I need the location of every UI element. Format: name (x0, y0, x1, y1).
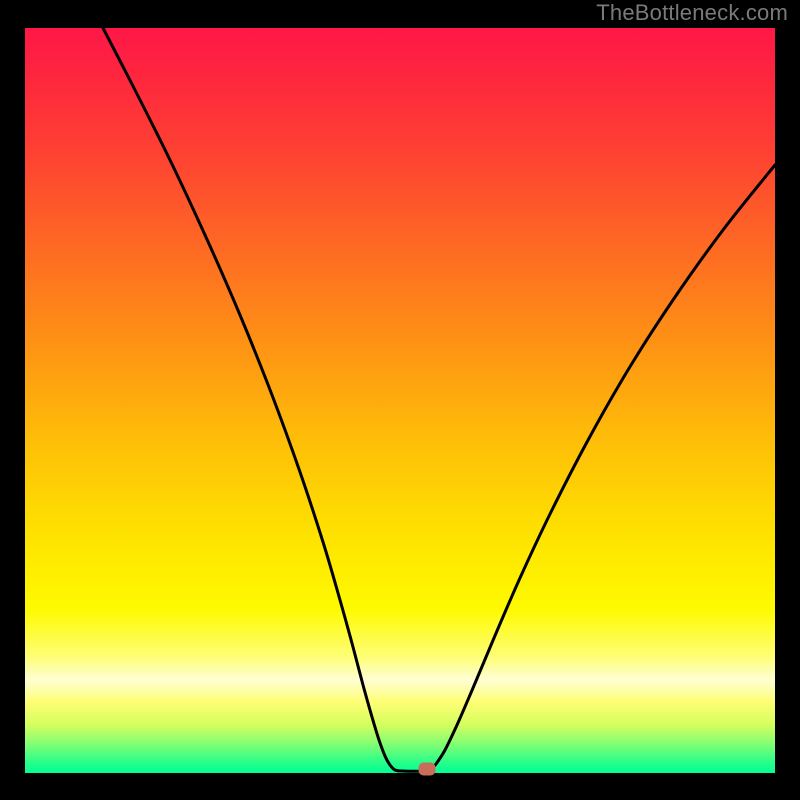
plot-background (25, 28, 775, 773)
bottleneck-chart (0, 0, 800, 800)
chart-stage: TheBottleneck.com (0, 0, 800, 800)
watermark-text: TheBottleneck.com (596, 0, 788, 26)
optimal-point-marker (419, 763, 436, 776)
